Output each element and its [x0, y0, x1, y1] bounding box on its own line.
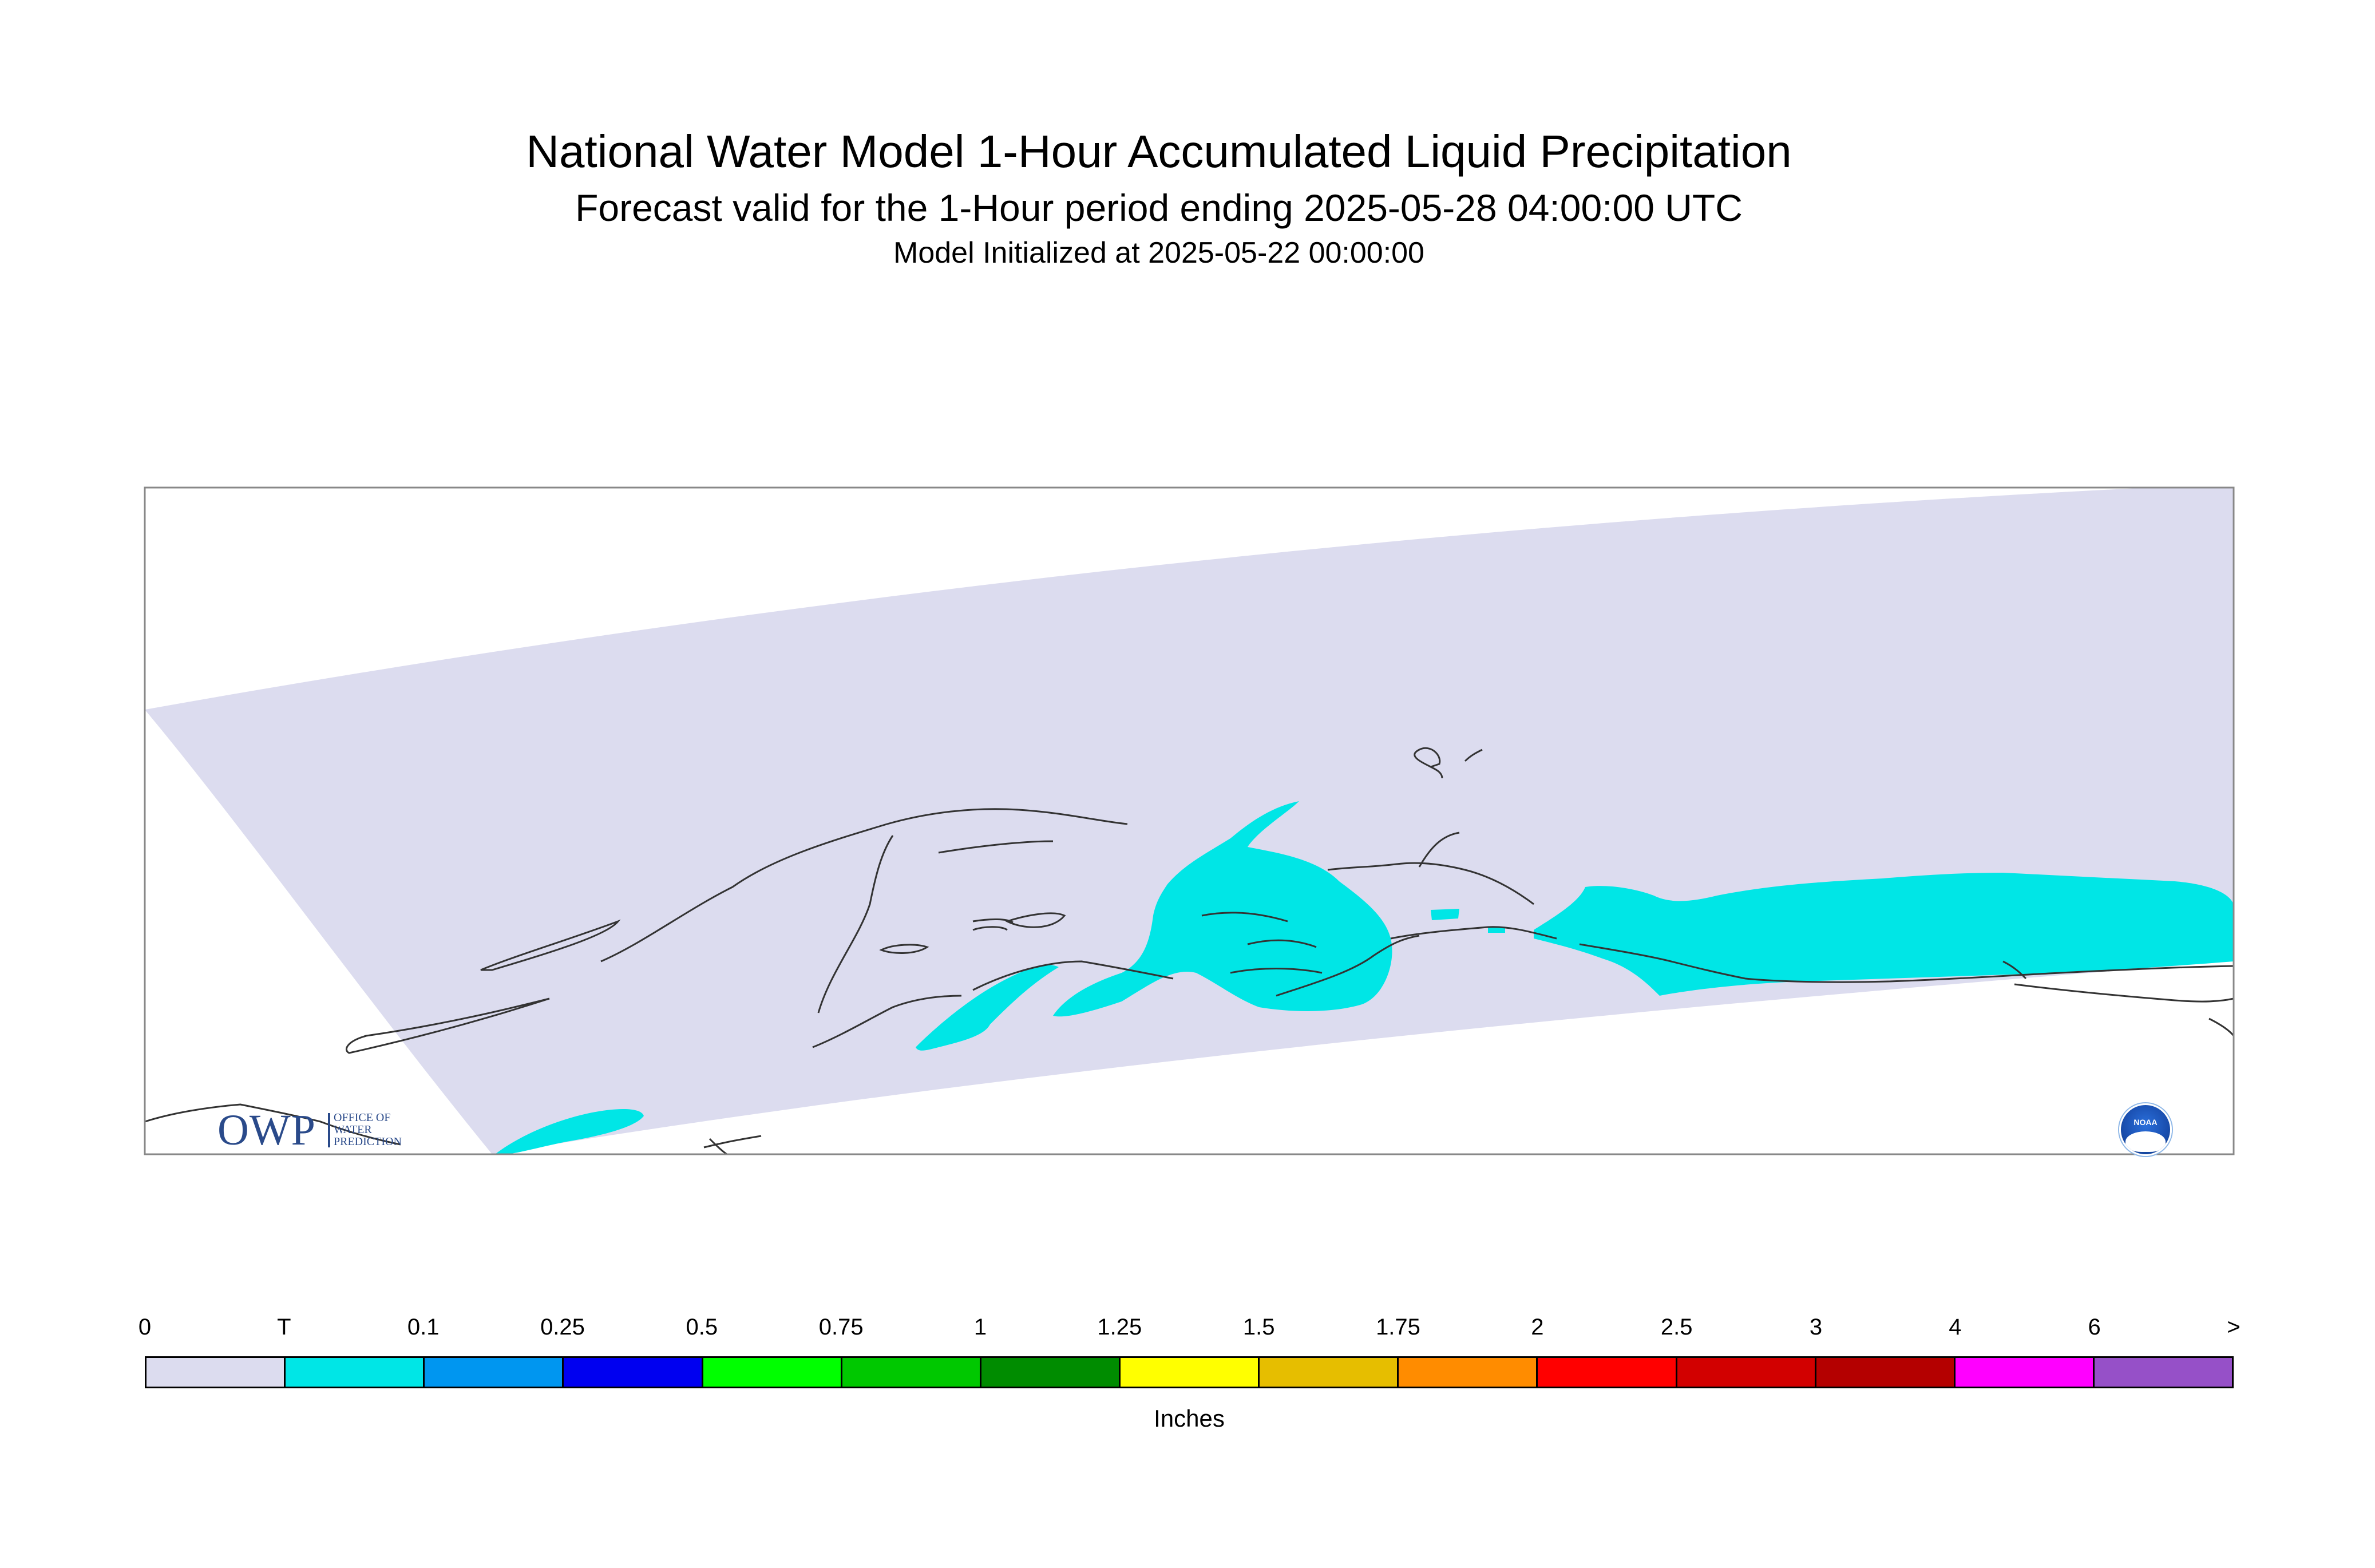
- model-domain: [145, 488, 2234, 1154]
- legend-bin-14: [2094, 1358, 2232, 1387]
- legend-tick-7: 1.25: [1097, 1314, 1142, 1340]
- owp-line-3: PREDICTION: [334, 1135, 402, 1148]
- coastlines: [145, 747, 2234, 1154]
- legend-bin-10: [1538, 1358, 1677, 1387]
- legend-bin-7: [1120, 1358, 1260, 1387]
- owp-logo-separator: [328, 1113, 330, 1147]
- noaa-logo-icon: NOAA: [2119, 1103, 2172, 1156]
- legend-tick-0: 0: [138, 1314, 152, 1340]
- legend-bin-6: [981, 1358, 1121, 1387]
- model-init-label: Model Initialized at 2025-05-22 00:00:00: [893, 236, 1424, 270]
- owp-logo-letters: OWP: [217, 1106, 316, 1154]
- legend-tick-12: 3: [1809, 1314, 1823, 1340]
- legend-bin-5: [842, 1358, 981, 1387]
- legend-tick-10: 2: [1531, 1314, 1544, 1340]
- owp-logo-subtitle: OFFICE OF WATER PREDICTION: [334, 1112, 402, 1148]
- legend-tick-13: 4: [1949, 1314, 1962, 1340]
- precip-area-peninsula: [916, 965, 1059, 1051]
- owp-line-1: OFFICE OF: [334, 1111, 391, 1124]
- legend-bin-0: [147, 1358, 286, 1387]
- owp-logo-icon: OWP OFFICE OF WATER PREDICTION: [217, 1107, 429, 1153]
- legend-tick-4: 0.5: [686, 1314, 718, 1340]
- noaa-bird-shape: [2125, 1131, 2166, 1152]
- legend-tick-3: 0.25: [540, 1314, 585, 1340]
- legend-bin-3: [564, 1358, 703, 1387]
- legend-tick-14: 6: [2088, 1314, 2101, 1340]
- precip-area-central: [1053, 801, 1392, 1017]
- legend-bin-8: [1260, 1358, 1399, 1387]
- map-frame: [144, 486, 2235, 1155]
- legend-bin-13: [1955, 1358, 2095, 1387]
- legend-bin-12: [1816, 1358, 1956, 1387]
- legend-units-label: Inches: [1154, 1405, 1225, 1432]
- legend-bin-11: [1677, 1358, 1816, 1387]
- legend-color-bar: [145, 1356, 2234, 1388]
- legend-tick-2: 0.1: [407, 1314, 440, 1340]
- legend-tick-15: >: [2227, 1314, 2241, 1340]
- map-subtitle: Forecast valid for the 1-Hour period end…: [575, 187, 1743, 229]
- legend-tick-9: 1.75: [1376, 1314, 1420, 1340]
- map-title: National Water Model 1-Hour Accumulated …: [526, 126, 1792, 177]
- legend-bin-1: [286, 1358, 425, 1387]
- owp-line-2: WATER: [334, 1123, 372, 1136]
- legend-tick-5: 0.75: [818, 1314, 864, 1340]
- noaa-logo-text: NOAA: [2133, 1118, 2158, 1127]
- legend-bin-9: [1399, 1358, 1538, 1387]
- legend-tick-1: T: [277, 1314, 291, 1340]
- legend-tick-6: 1: [973, 1314, 987, 1340]
- precip-area-east: [1534, 873, 2234, 996]
- legend-tick-11: 2.5: [1660, 1314, 1693, 1340]
- legend-tick-8: 1.5: [1242, 1314, 1275, 1340]
- legend-bin-4: [703, 1358, 842, 1387]
- precip-area-southwest: [495, 1109, 644, 1154]
- legend-bin-2: [425, 1358, 564, 1387]
- precip-area-small: [1431, 909, 1505, 933]
